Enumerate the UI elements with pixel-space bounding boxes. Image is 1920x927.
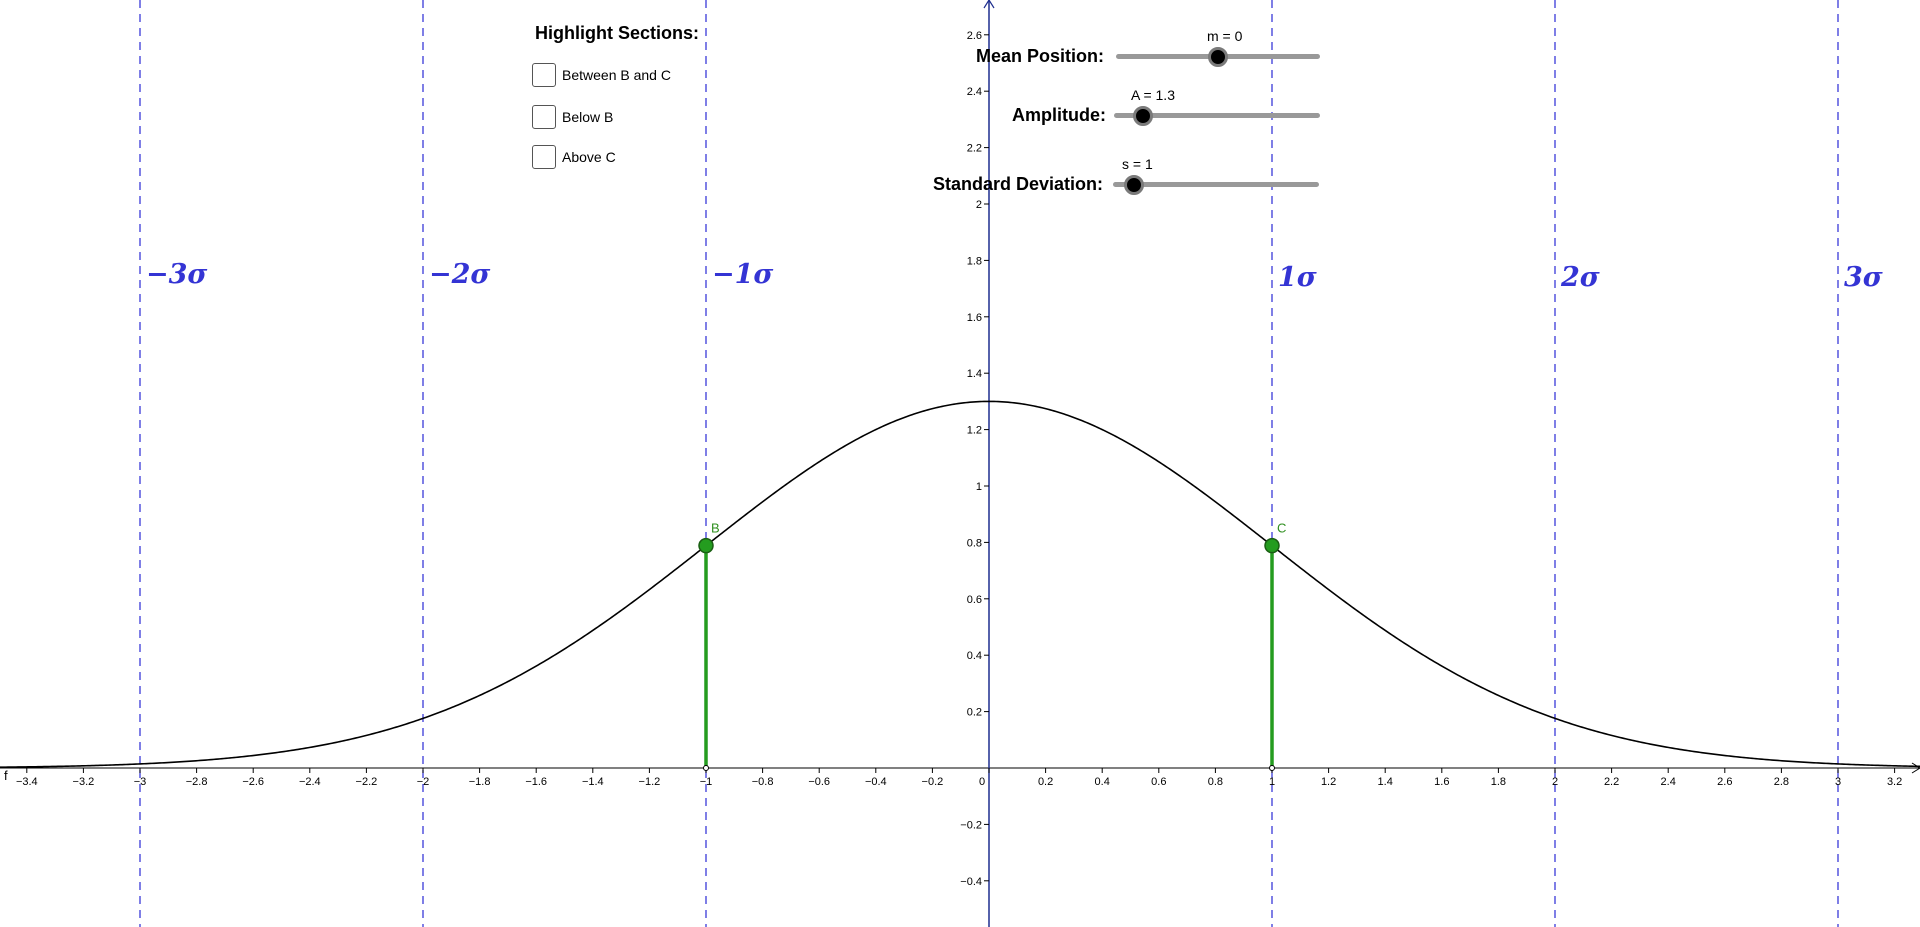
- foot-point: [1269, 765, 1275, 771]
- amplitude-readout: A = 1.3: [1131, 87, 1175, 103]
- checkbox-box[interactable]: [532, 145, 556, 169]
- stddev-slider-knob[interactable]: [1124, 175, 1144, 195]
- y-tick-label: 1.6: [967, 312, 982, 324]
- sigma-label: −1σ: [712, 259, 773, 290]
- y-tick-label: 0.4: [967, 650, 982, 662]
- gaussian-curve: [0, 400, 1920, 768]
- y-tick-label: 0.2: [967, 707, 982, 719]
- x-tick-label: 1.2: [1321, 776, 1336, 788]
- mean-slider-knob[interactable]: [1208, 47, 1228, 67]
- x-tick-label: −1.2: [639, 776, 661, 788]
- y-tick-label: −0.2: [960, 819, 982, 831]
- x-tick-label: 2.8: [1774, 776, 1789, 788]
- x-tick-label: 2.6: [1717, 776, 1732, 788]
- x-tick-label: −0.4: [865, 776, 887, 788]
- x-tick-label: −1.6: [525, 776, 547, 788]
- x-tick-label: 1.8: [1491, 776, 1506, 788]
- point-label-b: B: [711, 521, 720, 536]
- amplitude-label: Amplitude:: [1012, 105, 1106, 125]
- y-tick-label: 2.2: [967, 143, 982, 155]
- y-tick-label: 0.6: [967, 594, 982, 606]
- x-tick-label: 2.2: [1604, 776, 1619, 788]
- sigma-label: 3σ: [1844, 262, 1883, 293]
- y-tick-label: 1.8: [967, 255, 982, 267]
- y-tick-label: 0.8: [967, 537, 982, 549]
- point-label-c: C: [1277, 521, 1286, 536]
- x-tick-label: 3.2: [1887, 776, 1902, 788]
- y-tick-label: 1.2: [967, 425, 982, 437]
- x-axis-arrow-icon: [1911, 762, 1920, 774]
- x-tick-label: −0.6: [808, 776, 830, 788]
- stddev-slider-track[interactable]: [1113, 182, 1319, 187]
- checkbox-below-b[interactable]: Below B: [532, 105, 613, 129]
- x-tick-label: 0: [979, 776, 985, 788]
- sigma-label: −2σ: [429, 259, 490, 290]
- checkbox-label: Between B and C: [562, 67, 671, 83]
- checkbox-box[interactable]: [532, 63, 556, 87]
- point-c[interactable]: [1264, 537, 1280, 554]
- checkbox-above-c[interactable]: Above C: [532, 145, 616, 169]
- y-tick-label: −0.4: [960, 876, 982, 888]
- x-tick-label: −3.2: [73, 776, 95, 788]
- x-tick-label: 0.6: [1151, 776, 1166, 788]
- y-tick-label: 2.4: [967, 86, 982, 98]
- x-tick-label: −1.8: [469, 776, 491, 788]
- mean-readout: m = 0: [1207, 28, 1243, 44]
- checkbox-box[interactable]: [532, 105, 556, 129]
- x-tick-label: 2.4: [1661, 776, 1676, 788]
- amplitude-slider-track[interactable]: [1114, 113, 1320, 118]
- x-tick-label: 3: [1835, 776, 1841, 788]
- x-tick-label: 1.4: [1378, 776, 1393, 788]
- x-tick-label: −2.2: [356, 776, 378, 788]
- x-tick-label: 0.4: [1095, 776, 1110, 788]
- x-tick-label: −1.4: [582, 776, 604, 788]
- x-tick-label: 2: [1552, 776, 1558, 788]
- checkbox-label: Above C: [562, 149, 616, 165]
- y-tick-label: 2: [976, 199, 982, 211]
- sigma-label: 2σ: [1560, 262, 1600, 293]
- y-tick-label: 2.6: [967, 30, 982, 42]
- standard-deviation-label: Standard Deviation:: [932, 174, 1103, 194]
- y-tick-label: 1: [976, 481, 982, 493]
- mean-position-label: Mean Position:: [975, 46, 1104, 66]
- x-tick-label: −3: [134, 776, 147, 788]
- checkbox-label: Below B: [562, 109, 614, 125]
- sigma-label: −3σ: [146, 259, 207, 290]
- x-tick-label: −0.8: [752, 776, 774, 788]
- x-tick-label: 0.8: [1208, 776, 1223, 788]
- x-tick-label: −0.2: [922, 776, 944, 788]
- function-label: f: [4, 768, 8, 783]
- foot-point: [703, 765, 709, 771]
- x-tick-label: 1: [1269, 776, 1275, 788]
- x-tick-label: −2.4: [299, 776, 321, 788]
- x-tick-label: −2.8: [186, 776, 208, 788]
- x-tick-label: −2: [417, 776, 430, 788]
- x-tick-label: −2.6: [242, 776, 264, 788]
- stddev-readout: s = 1: [1122, 156, 1153, 172]
- x-tick-label: −3.4: [16, 776, 38, 788]
- x-tick-label: 0.2: [1038, 776, 1053, 788]
- x-tick-label: 1.6: [1434, 776, 1449, 788]
- y-tick-label: 1.4: [967, 368, 982, 380]
- y-axis-arrow-icon: [983, 0, 995, 9]
- x-tick-label: −1: [700, 776, 713, 788]
- amplitude-slider-knob[interactable]: [1133, 106, 1153, 126]
- checkbox-between-b-and-c[interactable]: Between B and C: [532, 63, 671, 87]
- highlight-sections-title: Highlight Sections:: [535, 23, 699, 43]
- sigma-label: 1σ: [1278, 262, 1317, 293]
- point-b[interactable]: [698, 537, 714, 554]
